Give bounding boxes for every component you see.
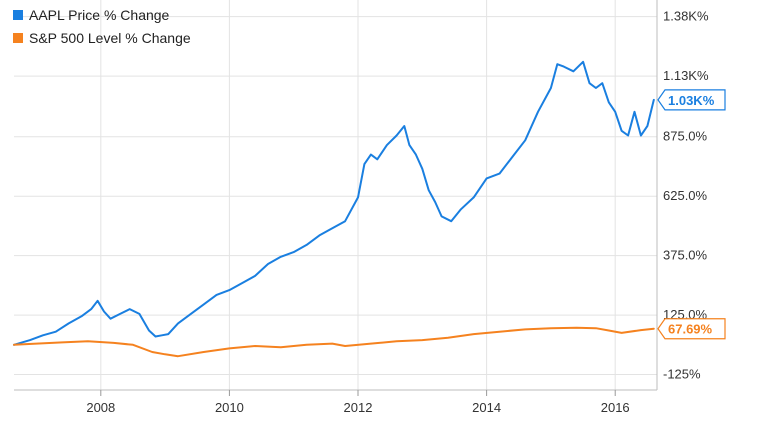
end-value-label-sp500: 67.69% xyxy=(657,318,726,340)
legend-label: AAPL Price % Change xyxy=(29,7,170,23)
legend: AAPL Price % Change S&P 500 Level % Chang… xyxy=(13,7,191,46)
y-tick-label: 625.0% xyxy=(663,188,708,203)
y-tick-label: 875.0% xyxy=(663,129,708,144)
x-tick-label: 2012 xyxy=(344,400,373,415)
legend-swatch xyxy=(13,33,23,43)
end-value-text: 1.03K% xyxy=(668,93,715,108)
y-tick-label: 1.13K% xyxy=(663,68,709,83)
x-tick-label: 2008 xyxy=(86,400,115,415)
legend-label: S&P 500 Level % Change xyxy=(29,30,191,46)
grid-lines xyxy=(14,0,657,390)
x-tick-label: 2016 xyxy=(601,400,630,415)
end-value-box xyxy=(657,318,726,340)
y-tick-label: -125% xyxy=(663,367,701,382)
plot-frame xyxy=(14,0,658,391)
y-tick-label: 375.0% xyxy=(663,248,708,263)
x-tick-label: 2010 xyxy=(215,400,244,415)
end-value-labels: 1.03K% 67.69% xyxy=(657,89,726,340)
series-lines xyxy=(13,60,655,358)
series-line-aapl xyxy=(13,60,655,346)
end-value-text: 67.69% xyxy=(668,322,713,337)
x-axis-ticks: 2008 2010 2012 2014 2016 xyxy=(86,390,630,415)
legend-swatch xyxy=(13,10,23,20)
series-line-sp500 xyxy=(13,326,655,358)
end-value-box xyxy=(657,89,726,111)
y-tick-label: 1.38K% xyxy=(663,9,709,24)
x-tick-label: 2014 xyxy=(472,400,501,415)
legend-item-sp500: S&P 500 Level % Change xyxy=(13,30,191,46)
end-value-label-aapl: 1.03K% xyxy=(657,89,726,111)
legend-item-aapl: AAPL Price % Change xyxy=(13,7,170,23)
